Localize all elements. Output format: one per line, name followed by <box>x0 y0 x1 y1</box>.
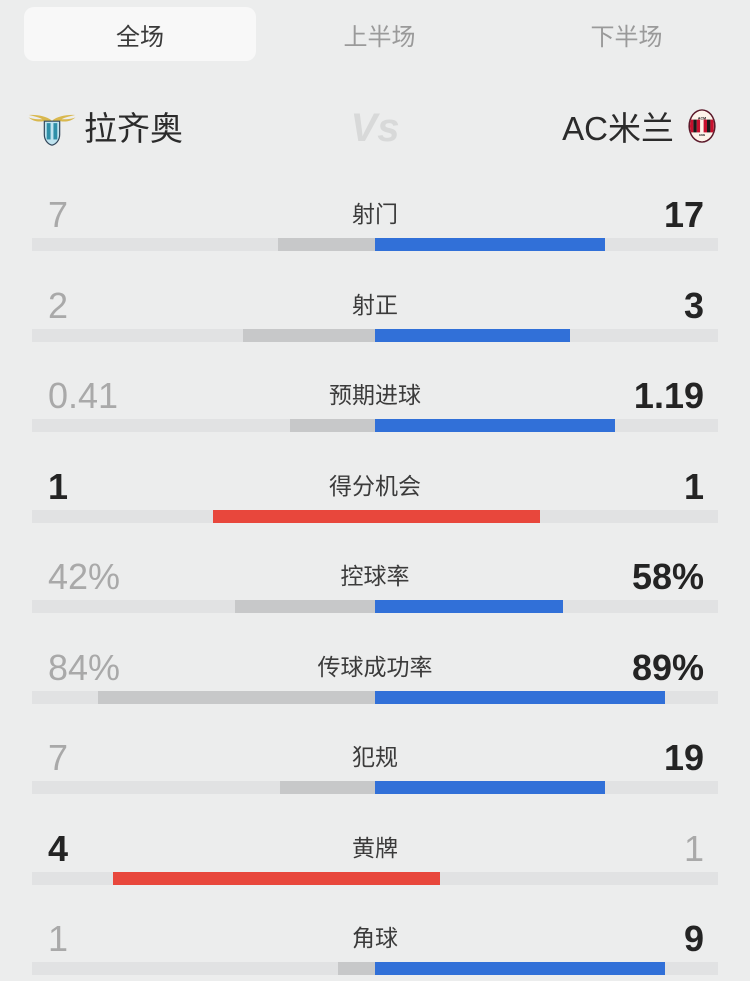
svg-text:ACM: ACM <box>698 117 706 121</box>
svg-text:1899: 1899 <box>699 133 706 137</box>
